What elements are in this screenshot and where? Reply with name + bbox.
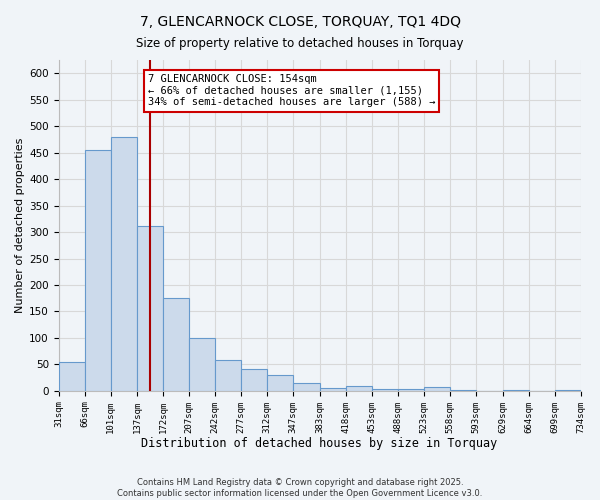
Bar xyxy=(241,369,267,391)
Bar xyxy=(554,390,581,391)
X-axis label: Distribution of detached houses by size in Torquay: Distribution of detached houses by size … xyxy=(142,437,497,450)
Bar xyxy=(163,298,189,391)
Bar xyxy=(503,390,529,391)
Bar xyxy=(110,138,137,391)
Text: 7, GLENCARNOCK CLOSE, TORQUAY, TQ1 4DQ: 7, GLENCARNOCK CLOSE, TORQUAY, TQ1 4DQ xyxy=(139,15,461,29)
Bar xyxy=(189,338,215,391)
Bar xyxy=(59,362,85,391)
Bar xyxy=(320,388,346,391)
Bar xyxy=(137,226,163,391)
Text: Size of property relative to detached houses in Torquay: Size of property relative to detached ho… xyxy=(136,38,464,51)
Bar xyxy=(424,387,450,391)
Y-axis label: Number of detached properties: Number of detached properties xyxy=(15,138,25,313)
Bar xyxy=(293,383,320,391)
Bar xyxy=(346,386,372,391)
Bar xyxy=(450,390,476,391)
Bar xyxy=(215,360,241,391)
Bar xyxy=(372,388,398,391)
Text: 7 GLENCARNOCK CLOSE: 154sqm
← 66% of detached houses are smaller (1,155)
34% of : 7 GLENCARNOCK CLOSE: 154sqm ← 66% of det… xyxy=(148,74,435,108)
Bar xyxy=(85,150,110,391)
Bar xyxy=(267,375,293,391)
Bar xyxy=(398,388,424,391)
Text: Contains HM Land Registry data © Crown copyright and database right 2025.
Contai: Contains HM Land Registry data © Crown c… xyxy=(118,478,482,498)
